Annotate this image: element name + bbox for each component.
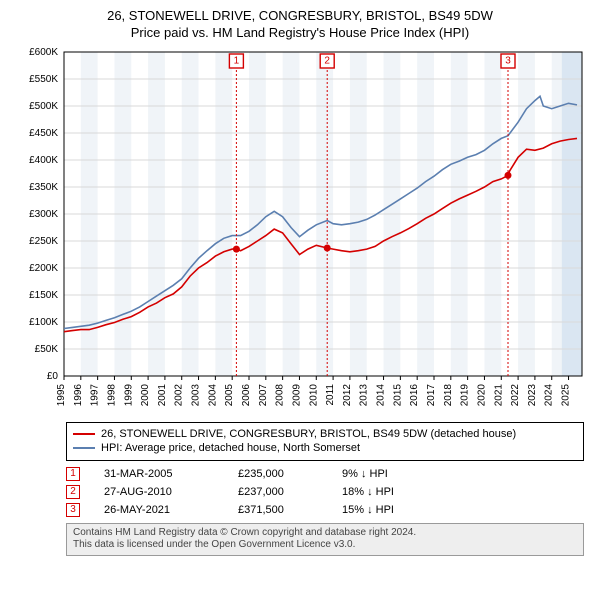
sales-table: 1 31-MAR-2005 £235,000 9% ↓ HPI 2 27-AUG… <box>66 467 590 517</box>
sale-date-2: 27-AUG-2010 <box>104 486 214 498</box>
sale-price-3: £371,500 <box>238 504 318 516</box>
svg-text:2021: 2021 <box>493 384 504 407</box>
svg-text:2024: 2024 <box>544 384 555 407</box>
svg-text:£350K: £350K <box>29 182 58 193</box>
svg-text:2019: 2019 <box>460 384 471 407</box>
svg-text:2025: 2025 <box>561 384 572 407</box>
svg-text:2014: 2014 <box>376 384 387 407</box>
legend-swatch-property <box>73 433 95 435</box>
footer-line1: Contains HM Land Registry data © Crown c… <box>73 527 577 540</box>
svg-text:£300K: £300K <box>29 209 58 220</box>
svg-text:£550K: £550K <box>29 74 58 85</box>
svg-text:2003: 2003 <box>191 384 202 407</box>
svg-text:2004: 2004 <box>207 384 218 407</box>
svg-text:2022: 2022 <box>510 384 521 407</box>
svg-text:2023: 2023 <box>527 384 538 407</box>
svg-text:2008: 2008 <box>275 384 286 407</box>
svg-text:£50K: £50K <box>35 344 59 355</box>
legend-item-hpi: HPI: Average price, detached house, Nort… <box>73 441 577 455</box>
sale-price-1: £235,000 <box>238 468 318 480</box>
sale-diff-2: 18% ↓ HPI <box>342 486 432 498</box>
svg-text:1999: 1999 <box>123 384 134 407</box>
svg-text:2012: 2012 <box>342 384 353 407</box>
svg-text:2020: 2020 <box>476 384 487 407</box>
chart-title-line1: 26, STONEWELL DRIVE, CONGRESBURY, BRISTO… <box>10 8 590 23</box>
svg-text:£450K: £450K <box>29 128 58 139</box>
svg-text:£150K: £150K <box>29 290 58 301</box>
svg-text:1: 1 <box>234 56 240 67</box>
svg-text:1997: 1997 <box>90 384 101 407</box>
svg-text:£100K: £100K <box>29 317 58 328</box>
svg-text:2002: 2002 <box>174 384 185 407</box>
svg-text:2016: 2016 <box>409 384 420 407</box>
svg-text:2: 2 <box>324 56 330 67</box>
legend: 26, STONEWELL DRIVE, CONGRESBURY, BRISTO… <box>66 422 584 461</box>
sale-row-2: 2 27-AUG-2010 £237,000 18% ↓ HPI <box>66 485 590 499</box>
svg-text:2006: 2006 <box>241 384 252 407</box>
sale-badge-3: 3 <box>66 503 80 517</box>
svg-text:2015: 2015 <box>392 384 403 407</box>
legend-swatch-hpi <box>73 447 95 449</box>
svg-text:£400K: £400K <box>29 155 58 166</box>
svg-text:1995: 1995 <box>56 384 67 407</box>
svg-text:£200K: £200K <box>29 263 58 274</box>
svg-text:2017: 2017 <box>426 384 437 407</box>
svg-text:2018: 2018 <box>443 384 454 407</box>
sale-diff-1: 9% ↓ HPI <box>342 468 432 480</box>
svg-text:3: 3 <box>505 56 511 67</box>
svg-text:2000: 2000 <box>140 384 151 407</box>
svg-text:2010: 2010 <box>308 384 319 407</box>
sale-row-1: 1 31-MAR-2005 £235,000 9% ↓ HPI <box>66 467 590 481</box>
svg-text:1996: 1996 <box>73 384 84 407</box>
footer-line2: This data is licensed under the Open Gov… <box>73 539 577 552</box>
svg-text:2013: 2013 <box>359 384 370 407</box>
sale-date-1: 31-MAR-2005 <box>104 468 214 480</box>
chart-area: £0 £50K £100K £150K £200K £250K £300K £350K £400… <box>10 46 590 416</box>
svg-text:£0: £0 <box>47 371 59 382</box>
sale-row-3: 3 26-MAY-2021 £371,500 15% ↓ HPI <box>66 503 590 517</box>
legend-label-hpi: HPI: Average price, detached house, Nort… <box>101 441 360 455</box>
svg-text:2005: 2005 <box>224 384 235 407</box>
svg-text:£250K: £250K <box>29 236 58 247</box>
sale-date-3: 26-MAY-2021 <box>104 504 214 516</box>
sale-diff-3: 15% ↓ HPI <box>342 504 432 516</box>
chart-title-line2: Price paid vs. HM Land Registry's House … <box>10 25 590 40</box>
line-chart-svg: £0 £50K £100K £150K £200K £250K £300K £350K £400… <box>10 46 590 416</box>
svg-text:2007: 2007 <box>258 384 269 407</box>
svg-text:2009: 2009 <box>291 384 302 407</box>
sale-price-2: £237,000 <box>238 486 318 498</box>
legend-label-property: 26, STONEWELL DRIVE, CONGRESBURY, BRISTO… <box>101 427 516 441</box>
sale-badge-1: 1 <box>66 467 80 481</box>
chart-title-block: 26, STONEWELL DRIVE, CONGRESBURY, BRISTO… <box>10 8 590 40</box>
legend-item-property: 26, STONEWELL DRIVE, CONGRESBURY, BRISTO… <box>73 427 577 441</box>
footer-notice: Contains HM Land Registry data © Crown c… <box>66 523 584 556</box>
svg-text:2011: 2011 <box>325 384 336 406</box>
sale-badge-2: 2 <box>66 485 80 499</box>
svg-text:1998: 1998 <box>106 384 117 407</box>
svg-text:£500K: £500K <box>29 101 58 112</box>
svg-text:£600K: £600K <box>29 47 58 58</box>
svg-text:2001: 2001 <box>157 384 168 407</box>
